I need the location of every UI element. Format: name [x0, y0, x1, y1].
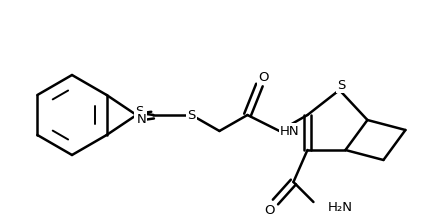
- Text: S: S: [187, 109, 196, 121]
- Text: H₂N: H₂N: [327, 200, 352, 214]
- Text: N: N: [137, 113, 146, 125]
- Text: HN: HN: [280, 125, 299, 137]
- Text: S: S: [135, 105, 143, 117]
- Text: O: O: [258, 71, 269, 83]
- Text: O: O: [264, 204, 275, 216]
- Text: S: S: [337, 79, 346, 91]
